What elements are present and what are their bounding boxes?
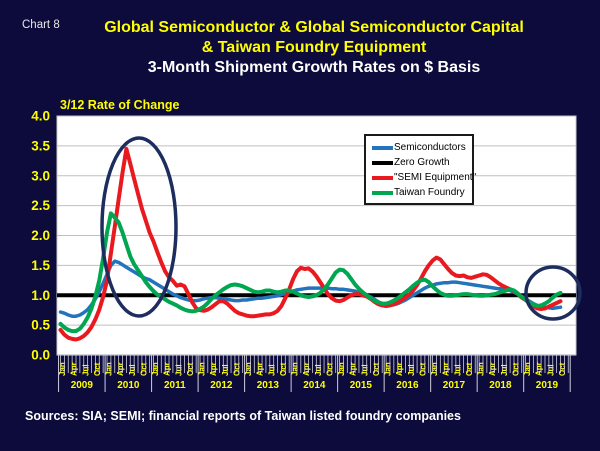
x-tick-label: Apr <box>488 362 497 376</box>
year-label: 2013 <box>257 380 280 391</box>
x-tick-label: Oct <box>325 362 334 376</box>
x-tick-label: Jan <box>105 362 114 376</box>
x-tick-label: Jan <box>291 362 300 376</box>
x-tick-label: Oct <box>232 362 241 376</box>
x-tick-label: Jan <box>523 362 532 376</box>
annotation-ellipse-1 <box>524 265 582 321</box>
series-line-2 <box>58 146 563 342</box>
x-tick-label: Jan <box>151 362 160 376</box>
x-tick-label: Jul <box>453 364 462 376</box>
year-label: 2009 <box>71 380 94 391</box>
year-label: 2012 <box>210 380 233 391</box>
chart-number-label: Chart 8 <box>22 19 60 31</box>
x-tick-label: Jul <box>221 364 230 376</box>
year-label: 2015 <box>350 380 373 391</box>
year-label: 2019 <box>536 380 559 391</box>
x-tick-label: Jul <box>314 364 323 376</box>
y-tick-label: 0.0 <box>31 348 50 363</box>
x-tick-label: Oct <box>93 362 102 376</box>
y-tick-label: 2.5 <box>31 198 50 213</box>
x-tick-label: Apr <box>349 362 358 376</box>
x-tick-label: Oct <box>558 362 567 376</box>
x-tick-label: Oct <box>139 362 148 376</box>
x-tick-label: Jul <box>546 364 555 376</box>
legend-item-semiconductors: Semiconductors <box>372 140 469 155</box>
x-tick-label: Apr <box>442 362 451 376</box>
x-tick-label: Apr <box>116 362 125 376</box>
x-tick-label: Apr <box>163 362 172 376</box>
legend-label: Taiwan Foundry <box>394 187 465 198</box>
year-label: 2018 <box>489 380 512 391</box>
x-tick-label: Jul <box>360 364 369 376</box>
y-tick-label: 3.5 <box>31 138 50 153</box>
y-tick-label: 3.0 <box>31 168 50 183</box>
x-tick-label: Oct <box>511 362 520 376</box>
page-subtitle: 3-Month Shipment Growth Rates on $ Basis <box>147 59 481 76</box>
x-tick-label: Apr <box>70 362 79 376</box>
x-tick-label: Jul <box>81 364 90 376</box>
chart-legend: Semiconductors Zero Growth "SEMI Equipme… <box>364 134 476 205</box>
legend-item-semi-equipment: "SEMI Equipment" <box>372 170 476 185</box>
legend-item-taiwan-foundry: Taiwan Foundry <box>372 185 469 200</box>
year-label: 2011 <box>164 380 186 391</box>
legend-item-zero-growth: Zero Growth <box>372 155 469 170</box>
page-title-line1: Global Semiconductor & Global Semiconduc… <box>104 19 524 36</box>
x-tick-label: Jul <box>174 364 183 376</box>
annotation-ellipse-0 <box>100 136 178 318</box>
y-tick-label: 4.0 <box>31 109 50 124</box>
x-tick-label: Jan <box>477 362 486 376</box>
y-tick-label: 0.5 <box>31 318 50 333</box>
legend-label: "SEMI Equipment" <box>394 172 477 183</box>
title-block: Global Semiconductor & Global Semiconduc… <box>0 18 600 78</box>
year-label: 2017 <box>443 380 466 391</box>
zero-growth-line-swatch <box>372 160 393 165</box>
x-tick-label: Jan <box>430 362 439 376</box>
x-tick-label: Apr <box>395 362 404 376</box>
x-tick-label: Apr <box>256 362 265 376</box>
x-tick-label: Apr <box>302 362 311 376</box>
y-axis-title: 3/12 Rate of Change <box>60 98 180 112</box>
x-tick-label: Jul <box>267 364 276 376</box>
page-title-line2: & Taiwan Foundry Equipment <box>201 39 427 56</box>
x-tick-label: Jul <box>128 364 137 376</box>
semi-equipment-line-swatch <box>372 175 393 180</box>
semiconductors-line-swatch <box>372 145 393 150</box>
series-line-3 <box>58 211 563 334</box>
x-tick-label: Jan <box>58 362 67 376</box>
y-tick-label: 1.0 <box>31 288 50 303</box>
x-tick-label: Oct <box>465 362 474 376</box>
x-tick-label: Jan <box>198 362 207 376</box>
x-tick-label: Jan <box>244 362 253 376</box>
taiwan-foundry-line-swatch <box>372 190 393 195</box>
x-tick-label: Apr <box>535 362 544 376</box>
legend-label: Zero Growth <box>394 157 450 168</box>
x-tick-label: Apr <box>209 362 218 376</box>
x-tick-label: Jan <box>337 362 346 376</box>
year-label: 2016 <box>396 380 419 391</box>
y-tick-label: 2.0 <box>31 228 50 243</box>
year-label: 2010 <box>117 380 140 391</box>
legend-label: Semiconductors <box>394 142 466 153</box>
x-tick-label: Oct <box>372 362 381 376</box>
x-tick-label: Jul <box>500 364 509 376</box>
year-label: 2014 <box>303 380 326 391</box>
x-tick-label: Jan <box>384 362 393 376</box>
sources-note: Sources: SIA; SEMI; financial reports of… <box>25 409 461 423</box>
x-tick-label: Oct <box>186 362 195 376</box>
x-tick-label: Oct <box>418 362 427 376</box>
y-tick-label: 1.5 <box>31 258 50 273</box>
x-tick-label: Jul <box>407 364 416 376</box>
x-tick-label: Oct <box>279 362 288 376</box>
